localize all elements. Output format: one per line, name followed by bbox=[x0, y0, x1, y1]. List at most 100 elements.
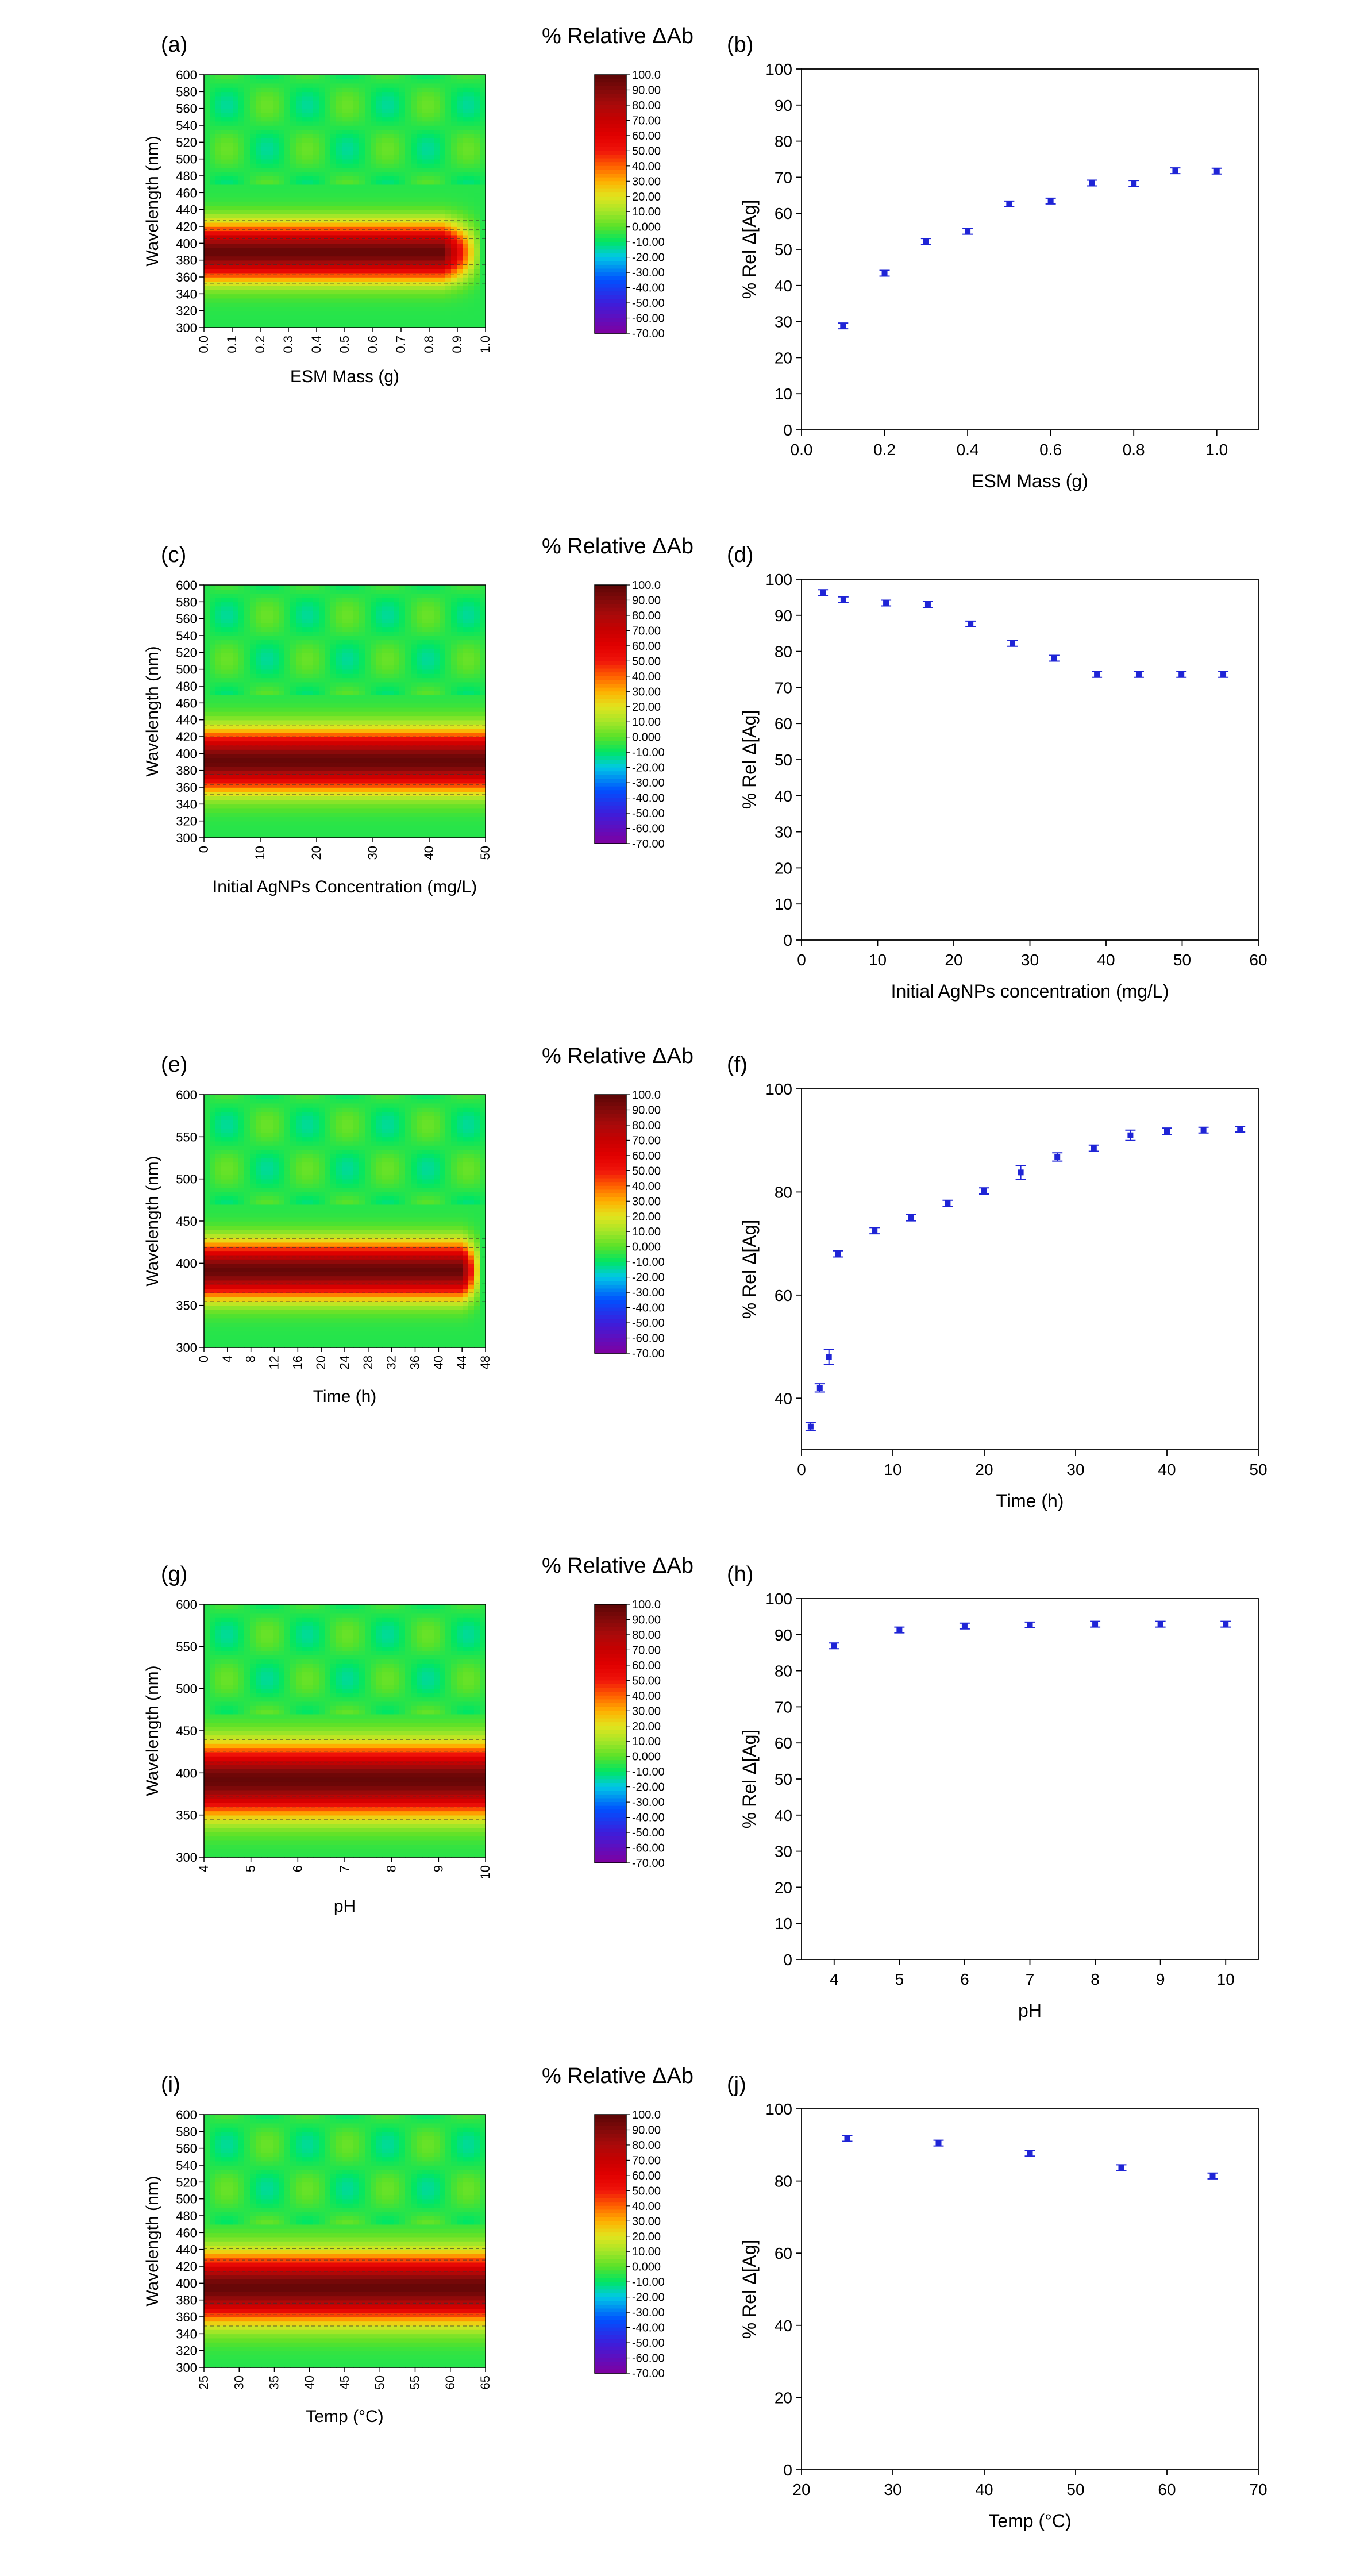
heatmap-cell bbox=[348, 632, 354, 636]
heatmap-cell bbox=[359, 796, 365, 800]
heatmap-cell bbox=[336, 695, 342, 699]
heatmap-cell bbox=[353, 749, 360, 754]
heatmap-cell bbox=[428, 286, 434, 290]
heatmap-cell bbox=[296, 197, 302, 202]
heatmap-cell bbox=[330, 825, 337, 830]
heatmap-cell bbox=[227, 796, 233, 800]
heatmap-cell bbox=[261, 758, 268, 763]
heatmap-cell bbox=[210, 690, 216, 695]
heatmap-cell bbox=[273, 779, 279, 783]
heatmap-cell bbox=[307, 83, 314, 88]
heatmap-cell bbox=[261, 201, 268, 206]
heatmap-cell bbox=[371, 298, 377, 303]
heatmap-cell bbox=[417, 315, 423, 319]
heatmap-cell bbox=[279, 817, 285, 821]
heatmap-cell bbox=[204, 294, 210, 298]
heatmap-cell bbox=[307, 808, 314, 813]
heatmap-cell bbox=[376, 264, 383, 269]
heatmap-cell bbox=[371, 180, 377, 184]
heatmap-cell bbox=[238, 306, 245, 311]
heatmap-cell bbox=[238, 129, 245, 134]
heatmap-cell bbox=[279, 699, 285, 703]
heatmap-cell bbox=[215, 749, 222, 754]
heatmap-cell bbox=[313, 239, 319, 244]
heatmap-cell bbox=[307, 129, 314, 134]
x-tick-label: 1.0 bbox=[478, 336, 492, 353]
heatmap-cell bbox=[215, 311, 222, 315]
heatmap-cell bbox=[313, 113, 319, 117]
heatmap-cell bbox=[330, 298, 337, 303]
heatmap-cell bbox=[463, 315, 469, 319]
heatmap-cell bbox=[215, 260, 222, 265]
heatmap-cell bbox=[267, 188, 273, 193]
heatmap-cell bbox=[405, 315, 411, 319]
heatmap-cell bbox=[238, 661, 245, 665]
heatmap-cell bbox=[365, 589, 371, 594]
heatmap-cell bbox=[290, 733, 296, 737]
heatmap-cell bbox=[394, 214, 400, 218]
heatmap-cell bbox=[267, 264, 273, 269]
heatmap-cell bbox=[411, 176, 417, 180]
heatmap-cell bbox=[405, 176, 411, 180]
heatmap-cell bbox=[417, 100, 423, 105]
heatmap-cell bbox=[250, 677, 256, 682]
heatmap-cell bbox=[336, 302, 342, 307]
heatmap-cell bbox=[422, 155, 429, 159]
y-tick-label: 70 bbox=[775, 168, 792, 186]
heatmap-cell bbox=[330, 214, 337, 218]
heatmap-cell bbox=[273, 151, 279, 155]
heatmap-cell bbox=[445, 201, 452, 206]
heatmap-cell bbox=[445, 319, 452, 324]
heatmap-cell bbox=[227, 779, 233, 783]
heatmap-cell bbox=[411, 210, 417, 214]
heatmap-cell bbox=[221, 724, 228, 729]
heatmap-cell bbox=[244, 594, 251, 598]
heatmap-cell bbox=[267, 749, 273, 754]
data-point bbox=[965, 229, 970, 234]
heatmap-cell bbox=[411, 167, 417, 172]
heatmap-cell bbox=[284, 302, 291, 307]
heatmap-cell bbox=[210, 813, 216, 817]
heatmap-cell bbox=[440, 79, 446, 83]
heatmap-cell bbox=[256, 632, 262, 636]
heatmap-cell bbox=[313, 222, 319, 227]
heatmap-cell bbox=[250, 598, 256, 602]
heatmap-cell bbox=[267, 290, 273, 294]
heatmap-cell bbox=[279, 96, 285, 101]
heatmap-cell bbox=[330, 728, 337, 733]
heatmap-cell bbox=[250, 682, 256, 687]
heatmap-cell bbox=[359, 737, 365, 741]
heatmap-cell bbox=[463, 113, 469, 117]
heatmap-cell bbox=[227, 256, 233, 260]
heatmap-cell bbox=[394, 188, 400, 193]
heatmap-cell bbox=[399, 151, 406, 155]
heatmap-cell bbox=[221, 791, 228, 796]
heatmap-cell bbox=[353, 294, 360, 298]
heatmap-cell bbox=[250, 762, 256, 767]
heatmap-cell bbox=[353, 286, 360, 290]
heatmap-cell bbox=[336, 791, 342, 796]
heatmap-cell bbox=[330, 100, 337, 105]
heatmap-cell bbox=[319, 606, 325, 611]
heatmap-cell bbox=[468, 290, 475, 294]
y-tick-label: 500 bbox=[176, 152, 197, 167]
heatmap-cell bbox=[215, 825, 222, 830]
heatmap-cell bbox=[227, 741, 233, 745]
heatmap-cell bbox=[290, 669, 296, 674]
heatmap-cell bbox=[261, 294, 268, 298]
heatmap-cell bbox=[279, 808, 285, 813]
heatmap-cell bbox=[256, 163, 262, 168]
heatmap-cell bbox=[319, 715, 325, 720]
heatmap-cell bbox=[244, 192, 251, 197]
heatmap-cell bbox=[434, 319, 440, 324]
heatmap-cell bbox=[227, 298, 233, 303]
heatmap-cell bbox=[411, 184, 417, 189]
heatmap-cell bbox=[302, 669, 308, 674]
heatmap-cell bbox=[227, 142, 233, 147]
heatmap-cell bbox=[284, 673, 291, 678]
heatmap-cell bbox=[204, 252, 210, 256]
heatmap-cell bbox=[284, 652, 291, 657]
heatmap-cell bbox=[250, 737, 256, 741]
heatmap-cell bbox=[290, 239, 296, 244]
heatmap-cell bbox=[388, 151, 394, 155]
